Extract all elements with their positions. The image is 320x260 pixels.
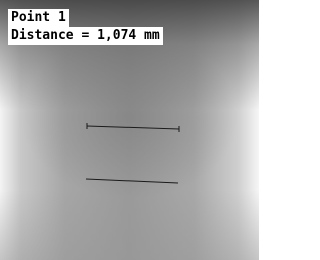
distance-label: Distance = 1,074 mm [8, 27, 163, 45]
point-label: Point 1 [8, 9, 69, 27]
page: Point 1 Distance = 1,074 mm (() => { con… [0, 0, 259, 260]
reference-line [86, 179, 178, 183]
image-viewer: Point 1 Distance = 1,074 mm [0, 0, 259, 260]
measurement-line [87, 126, 179, 129]
